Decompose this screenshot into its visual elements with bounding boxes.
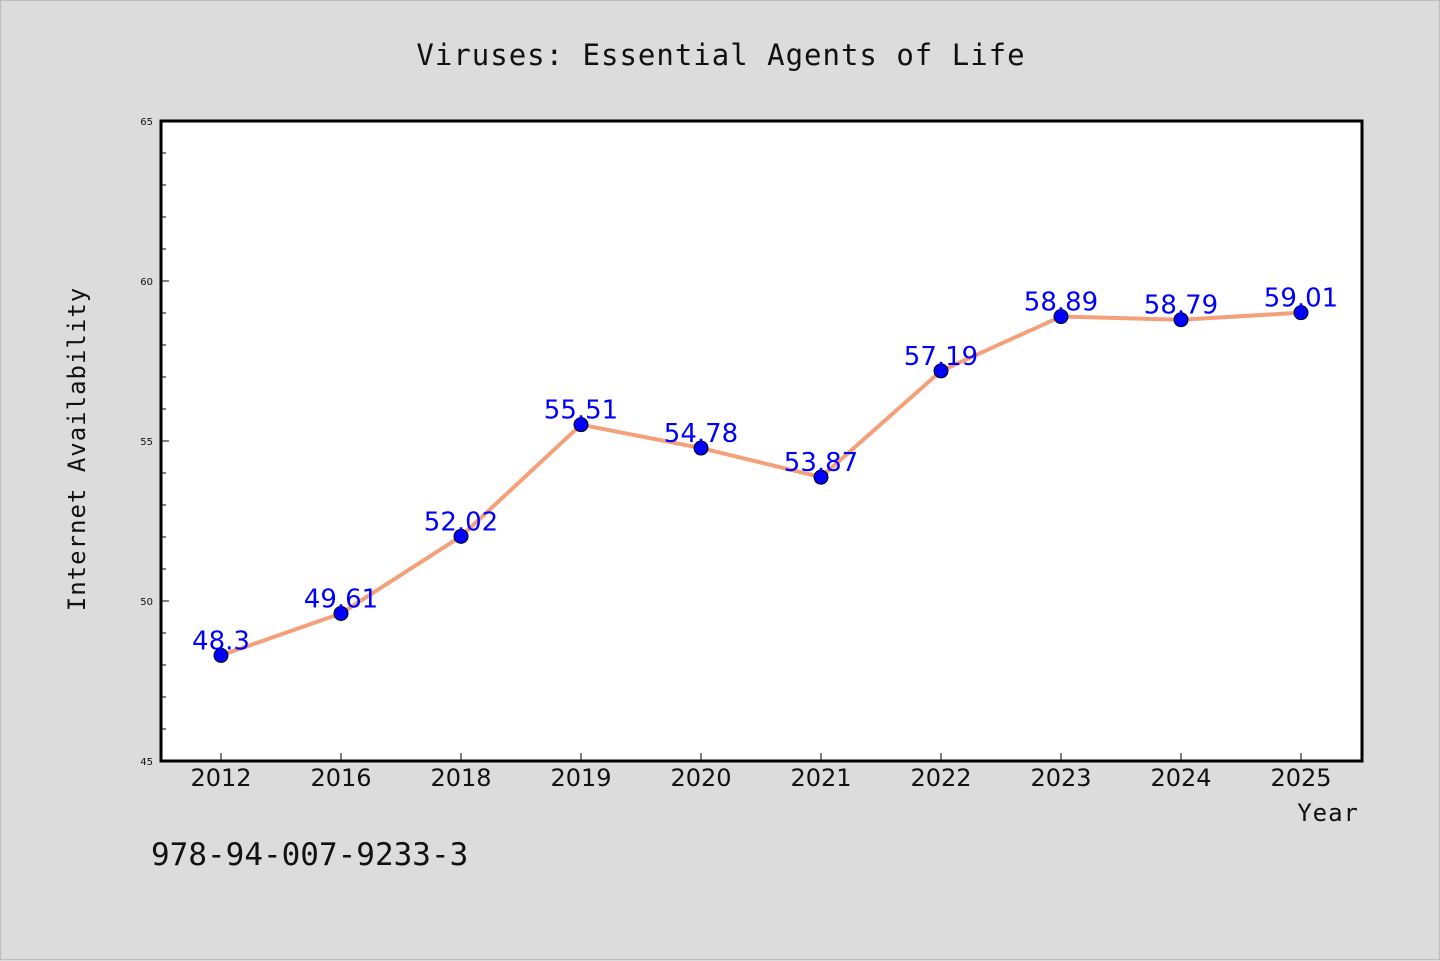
y-tick-label: 65 bbox=[140, 117, 153, 128]
data-label: 53.87 bbox=[784, 448, 858, 478]
data-point bbox=[1053, 309, 1069, 325]
y-tick-label: 50 bbox=[140, 597, 153, 608]
data-point bbox=[573, 417, 589, 433]
x-tick-label: 2023 bbox=[1030, 764, 1091, 792]
x-tick-label: 2016 bbox=[310, 764, 371, 792]
data-point bbox=[693, 440, 709, 456]
x-tick-label: 2018 bbox=[430, 764, 491, 792]
y-tick-label: 60 bbox=[140, 277, 153, 288]
data-point bbox=[213, 647, 229, 663]
data-point bbox=[333, 605, 349, 621]
data-label: 48.3 bbox=[192, 626, 250, 656]
data-markers bbox=[213, 305, 1309, 663]
plot-area bbox=[159, 119, 1364, 763]
data-label: 55.51 bbox=[544, 396, 618, 426]
x-axis-label: Year bbox=[1297, 799, 1359, 827]
data-point bbox=[453, 528, 469, 544]
y-tick-label: 55 bbox=[140, 437, 153, 448]
data-point bbox=[1293, 305, 1309, 321]
data-label: 59.01 bbox=[1264, 284, 1338, 314]
x-axis: 2012 2016 2018 2019 2020 2021 2022 2023 2024 2025 bbox=[190, 753, 1332, 792]
data-point bbox=[933, 363, 949, 379]
isbn-text: 978-94-007-9233-3 bbox=[151, 837, 468, 873]
data-label: 57.19 bbox=[904, 342, 978, 372]
x-tick-label: 2012 bbox=[190, 764, 251, 792]
data-label: 54.78 bbox=[664, 419, 738, 449]
series-line bbox=[220, 310, 1302, 658]
y-axis-label: Internet Availability bbox=[63, 287, 91, 611]
y-axis: 45 50 55 60 65 bbox=[140, 117, 169, 768]
data-label: 49.61 bbox=[304, 584, 378, 614]
x-tick-label: 2020 bbox=[670, 764, 731, 792]
data-label: 58.89 bbox=[1024, 288, 1098, 318]
chart-title: Viruses: Essential Agents of Life bbox=[416, 38, 1025, 72]
data-label: 58.79 bbox=[1144, 291, 1218, 321]
data-point bbox=[813, 469, 829, 485]
x-tick-label: 2019 bbox=[550, 764, 611, 792]
data-labels: 48.3 49.61 52.02 55.51 54.78 53.87 57.19 58.89 5… bbox=[192, 284, 1338, 657]
data-label: 52.02 bbox=[424, 507, 498, 537]
series-line-group bbox=[220, 310, 1302, 658]
x-tick-label: 2024 bbox=[1150, 764, 1211, 792]
x-tick-label: 2022 bbox=[910, 764, 971, 792]
x-tick-label: 2025 bbox=[1270, 764, 1331, 792]
x-tick-label: 2021 bbox=[790, 764, 851, 792]
data-point bbox=[1173, 312, 1189, 328]
y-tick-label: 45 bbox=[140, 757, 153, 768]
